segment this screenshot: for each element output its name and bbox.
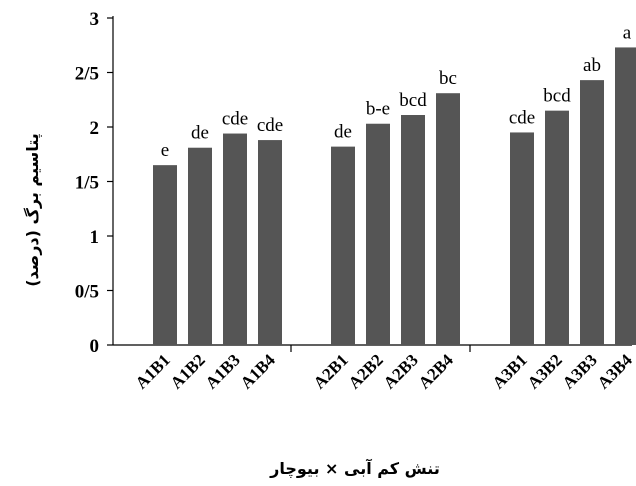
y-tick-label: 2 — [90, 118, 100, 139]
x-tick-label: A3B1 — [489, 350, 531, 392]
bar — [580, 80, 604, 345]
x-tick-label: A2B4 — [415, 350, 458, 393]
significance-label: a — [623, 22, 632, 43]
x-tick-label: A3B3 — [559, 350, 601, 392]
bar — [510, 132, 534, 345]
significance-label: cde — [222, 109, 248, 130]
x-axis-title: تنش کم آبی × بیوچار — [269, 458, 440, 479]
x-tick-label: A2B1 — [310, 350, 352, 392]
bar — [331, 146, 355, 345]
bar — [401, 115, 425, 345]
y-tick-label: 0/5 — [75, 282, 99, 303]
y-tick-label: 0 — [90, 336, 100, 357]
y-tick-label: 2/5 — [75, 64, 99, 85]
y-tick-label: 1 — [90, 227, 100, 248]
bar — [545, 110, 569, 346]
significance-label: bc — [439, 68, 457, 89]
bar — [436, 93, 460, 346]
significance-label: bcd — [399, 90, 427, 111]
significance-label: e — [161, 140, 169, 161]
significance-label: cde — [257, 115, 283, 136]
bar — [153, 165, 177, 345]
x-tick-label: A3B2 — [524, 350, 566, 392]
bar — [366, 123, 390, 345]
x-tick-label: A2B2 — [345, 350, 387, 392]
x-tick-label: A1B4 — [237, 350, 280, 393]
significance-label: bcd — [543, 86, 571, 107]
x-tick-label: A2B3 — [380, 350, 422, 392]
significance-label: b-e — [366, 99, 390, 120]
significance-label: de — [191, 123, 209, 144]
y-tick-label: 1/5 — [75, 173, 99, 194]
significance-label: cde — [509, 107, 535, 128]
x-tick-label: A3B4 — [594, 350, 636, 393]
y-tick-label: 3 — [90, 9, 100, 30]
plot-area: 0 0/5 1 1/5 2 2/5 3 e A1B1 de A1B2 cde A1B3 cde A1B4 de… — [75, 9, 636, 393]
bar — [223, 133, 247, 345]
bar — [615, 47, 636, 346]
bar — [258, 140, 282, 345]
significance-label: de — [334, 122, 352, 143]
x-tick-label: A1B2 — [167, 350, 209, 392]
bar — [188, 147, 212, 345]
significance-label: ab — [583, 55, 601, 76]
x-tick-label: A1B3 — [202, 350, 244, 392]
y-axis-title: پتاسیم برگ (درصد) — [23, 133, 43, 287]
x-tick-label: A1B1 — [132, 350, 174, 392]
